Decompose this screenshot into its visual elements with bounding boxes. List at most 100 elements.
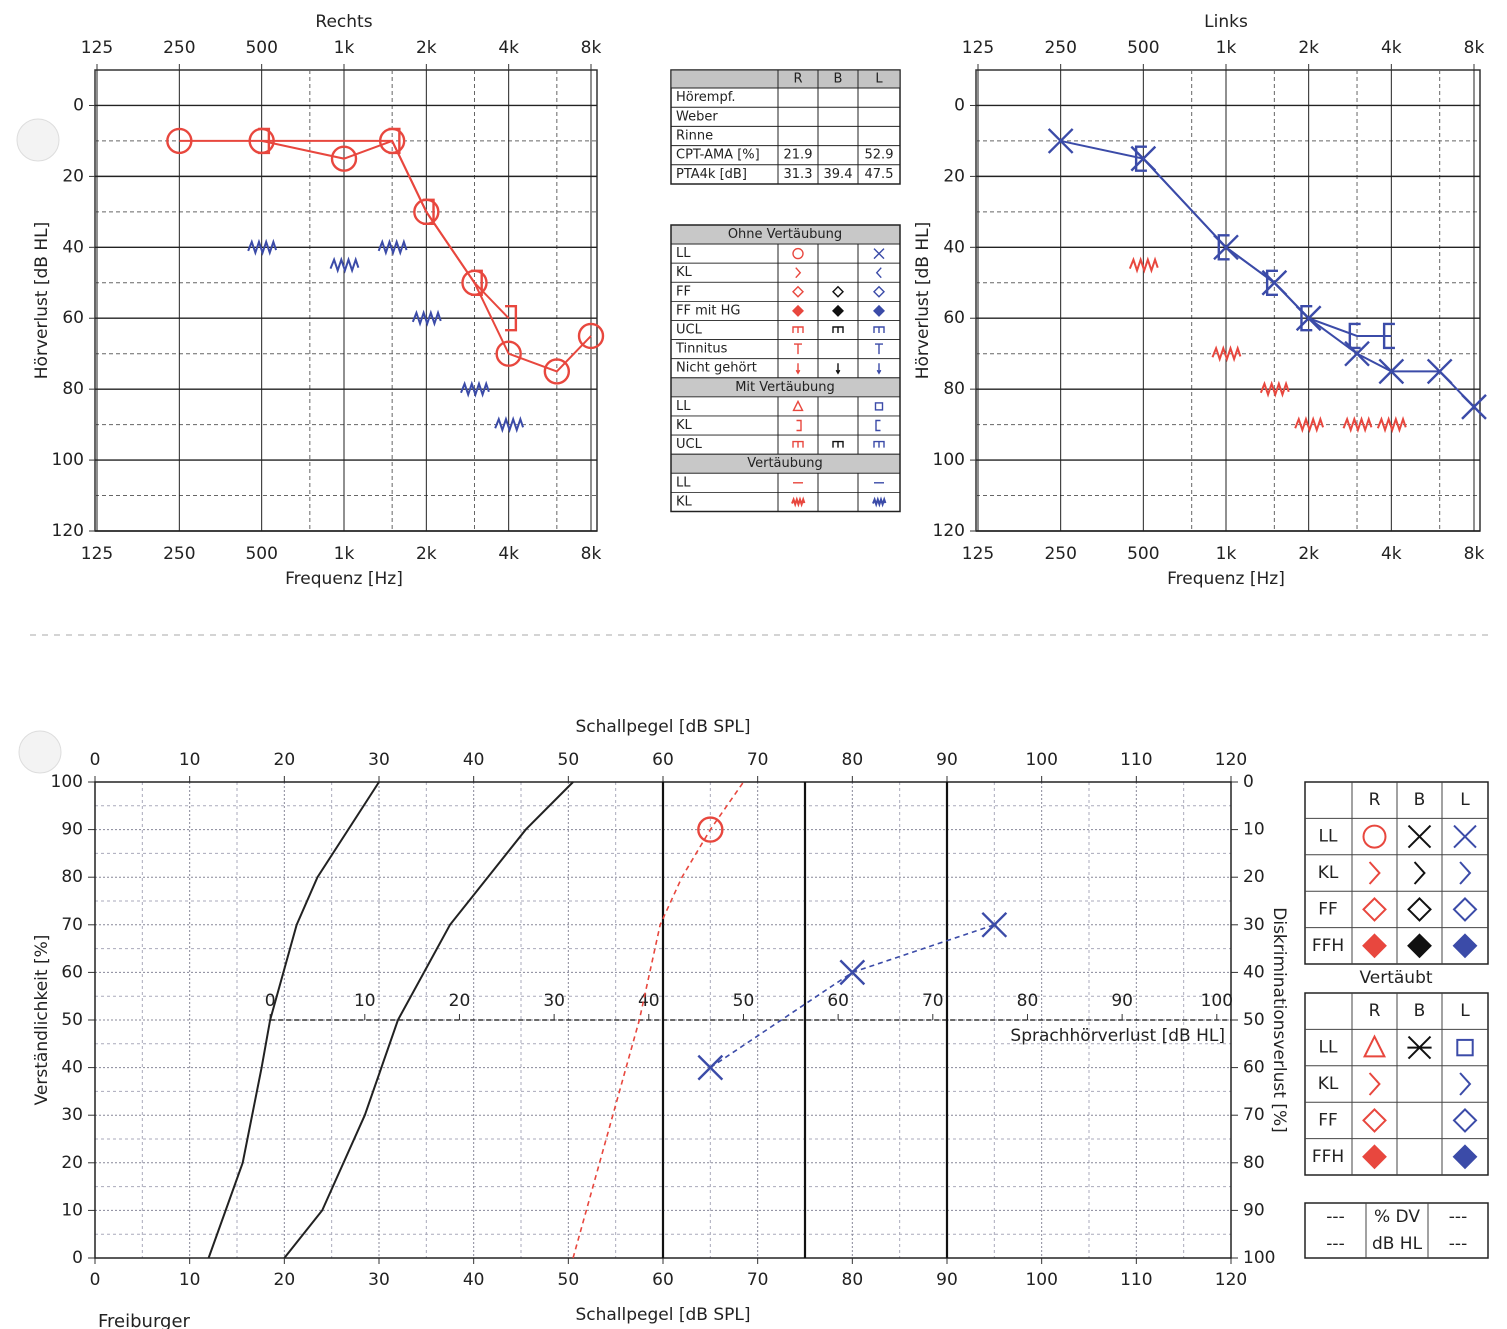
legend-symbol bbox=[832, 285, 844, 298]
column-header: R bbox=[793, 72, 802, 87]
y2-tick-label: 20 bbox=[1243, 867, 1265, 887]
legend-symbol bbox=[1459, 1072, 1472, 1096]
y2-tick-label: 50 bbox=[1243, 1010, 1265, 1030]
row-label: LL bbox=[676, 246, 691, 261]
legend-symbol bbox=[792, 247, 804, 260]
x-tick-label: 30 bbox=[368, 750, 390, 770]
legend-symbol bbox=[874, 402, 884, 411]
x-tick-label: 20 bbox=[274, 1270, 296, 1290]
x-axis-label: Schallpegel [dB SPL] bbox=[575, 717, 750, 737]
plot-frame bbox=[94, 69, 598, 532]
row-label: FF bbox=[1318, 899, 1338, 919]
row-label: UCL bbox=[676, 323, 703, 338]
y-tick-label: 80 bbox=[61, 867, 83, 887]
column-header: L bbox=[1460, 1001, 1470, 1021]
x-tick-label: 30 bbox=[368, 1270, 390, 1290]
x2-tick-label: 40 bbox=[638, 991, 660, 1011]
x-tick-label: 80 bbox=[842, 750, 864, 770]
x2-tick-label: 30 bbox=[543, 991, 565, 1011]
x-tick-label: 8k bbox=[581, 38, 602, 58]
cell-value: 52.9 bbox=[865, 148, 894, 163]
data-point bbox=[839, 959, 866, 986]
x-tick-label: 500 bbox=[1127, 544, 1159, 564]
x-tick-label: 50 bbox=[558, 750, 580, 770]
x2-tick-label: 50 bbox=[733, 991, 755, 1011]
y-tick-label: 120 bbox=[52, 521, 84, 541]
x-axis-label: Schallpegel [dB SPL] bbox=[575, 1305, 750, 1325]
chart-title: Rechts bbox=[315, 12, 372, 32]
data-point bbox=[388, 127, 401, 155]
legend-symbol bbox=[832, 326, 844, 333]
legend-symbol bbox=[791, 496, 806, 508]
footer-text: Freiburger bbox=[98, 1311, 191, 1329]
data-point bbox=[1211, 345, 1242, 363]
legend-symbol bbox=[875, 343, 883, 355]
x-tick-label: 8k bbox=[1464, 544, 1485, 564]
data-point bbox=[470, 269, 483, 296]
legend-row bbox=[670, 434, 901, 455]
y-axis-label: Verständlichkeit [%] bbox=[32, 935, 52, 1106]
legend-row bbox=[670, 243, 901, 264]
data-point bbox=[1217, 234, 1230, 261]
series-line bbox=[283, 781, 574, 1259]
legend-row bbox=[670, 396, 901, 417]
data-point bbox=[460, 380, 490, 398]
x-tick-label: 1k bbox=[1216, 38, 1237, 58]
x-tick-label: 100 bbox=[1025, 1270, 1057, 1290]
data-point bbox=[1378, 358, 1405, 385]
series-line bbox=[709, 924, 995, 1069]
row-label: LL bbox=[676, 399, 691, 414]
x-tick-label: 90 bbox=[936, 750, 958, 770]
legend-symbol bbox=[1453, 824, 1477, 849]
legend-symbol bbox=[792, 440, 804, 448]
table-header bbox=[670, 69, 901, 89]
x-tick-label: 500 bbox=[1127, 38, 1159, 58]
x-tick-label: 4k bbox=[1381, 544, 1402, 564]
y-tick-label: 0 bbox=[73, 95, 84, 115]
legend-symbol bbox=[873, 285, 885, 298]
x-tick-label: 1k bbox=[334, 544, 355, 564]
legend-symbol bbox=[792, 399, 804, 412]
data-point bbox=[577, 322, 605, 350]
x-tick-label: 250 bbox=[1044, 544, 1076, 564]
y-tick-label: 10 bbox=[61, 1200, 83, 1220]
legend-symbol bbox=[794, 343, 802, 355]
legend-row bbox=[670, 262, 901, 283]
x-tick-label: 2k bbox=[1298, 544, 1319, 564]
footer-cell: --- bbox=[1326, 1234, 1344, 1254]
row-label: FFH bbox=[1312, 1147, 1344, 1167]
y-tick-label: 80 bbox=[62, 379, 84, 399]
y2-tick-label: 100 bbox=[1243, 1248, 1275, 1268]
column-header: R bbox=[1369, 1001, 1381, 1021]
y-tick-label: 20 bbox=[943, 166, 965, 186]
y2-tick-label: 90 bbox=[1243, 1200, 1265, 1220]
legend-frame bbox=[1304, 1202, 1489, 1259]
section-title: Ohne Vertäubung bbox=[728, 227, 842, 242]
legend-symbol bbox=[875, 419, 881, 432]
x-tick-label: 100 bbox=[1025, 750, 1057, 770]
x-tick-label: 4k bbox=[1381, 38, 1402, 58]
y-tick-label: 60 bbox=[62, 308, 84, 328]
x-tick-label: 50 bbox=[558, 1270, 580, 1290]
row-label: KL bbox=[1318, 863, 1339, 883]
y-tick-label: 100 bbox=[51, 772, 83, 792]
legend-symbol bbox=[795, 363, 801, 375]
data-point bbox=[505, 305, 518, 332]
x-axis-label: Frequenz [Hz] bbox=[1167, 569, 1285, 589]
legend-symbol bbox=[1407, 933, 1432, 959]
x-tick-label: 110 bbox=[1120, 1270, 1152, 1290]
x-tick-label: 250 bbox=[163, 544, 195, 564]
x-tick-label: 125 bbox=[81, 544, 113, 564]
column-header: L bbox=[1460, 790, 1470, 810]
data-point bbox=[1461, 394, 1487, 420]
y-tick-label: 0 bbox=[954, 95, 965, 115]
row-label: KL bbox=[676, 494, 693, 509]
y2-tick-label: 40 bbox=[1243, 962, 1265, 982]
legend-symbol bbox=[1413, 861, 1426, 885]
x-tick-label: 250 bbox=[1044, 38, 1076, 58]
row-label: Rinne bbox=[676, 129, 713, 144]
y-tick-label: 20 bbox=[62, 166, 84, 186]
data-point bbox=[1300, 305, 1313, 332]
legend-symbol bbox=[792, 285, 804, 298]
x-tick-label: 500 bbox=[245, 544, 277, 564]
